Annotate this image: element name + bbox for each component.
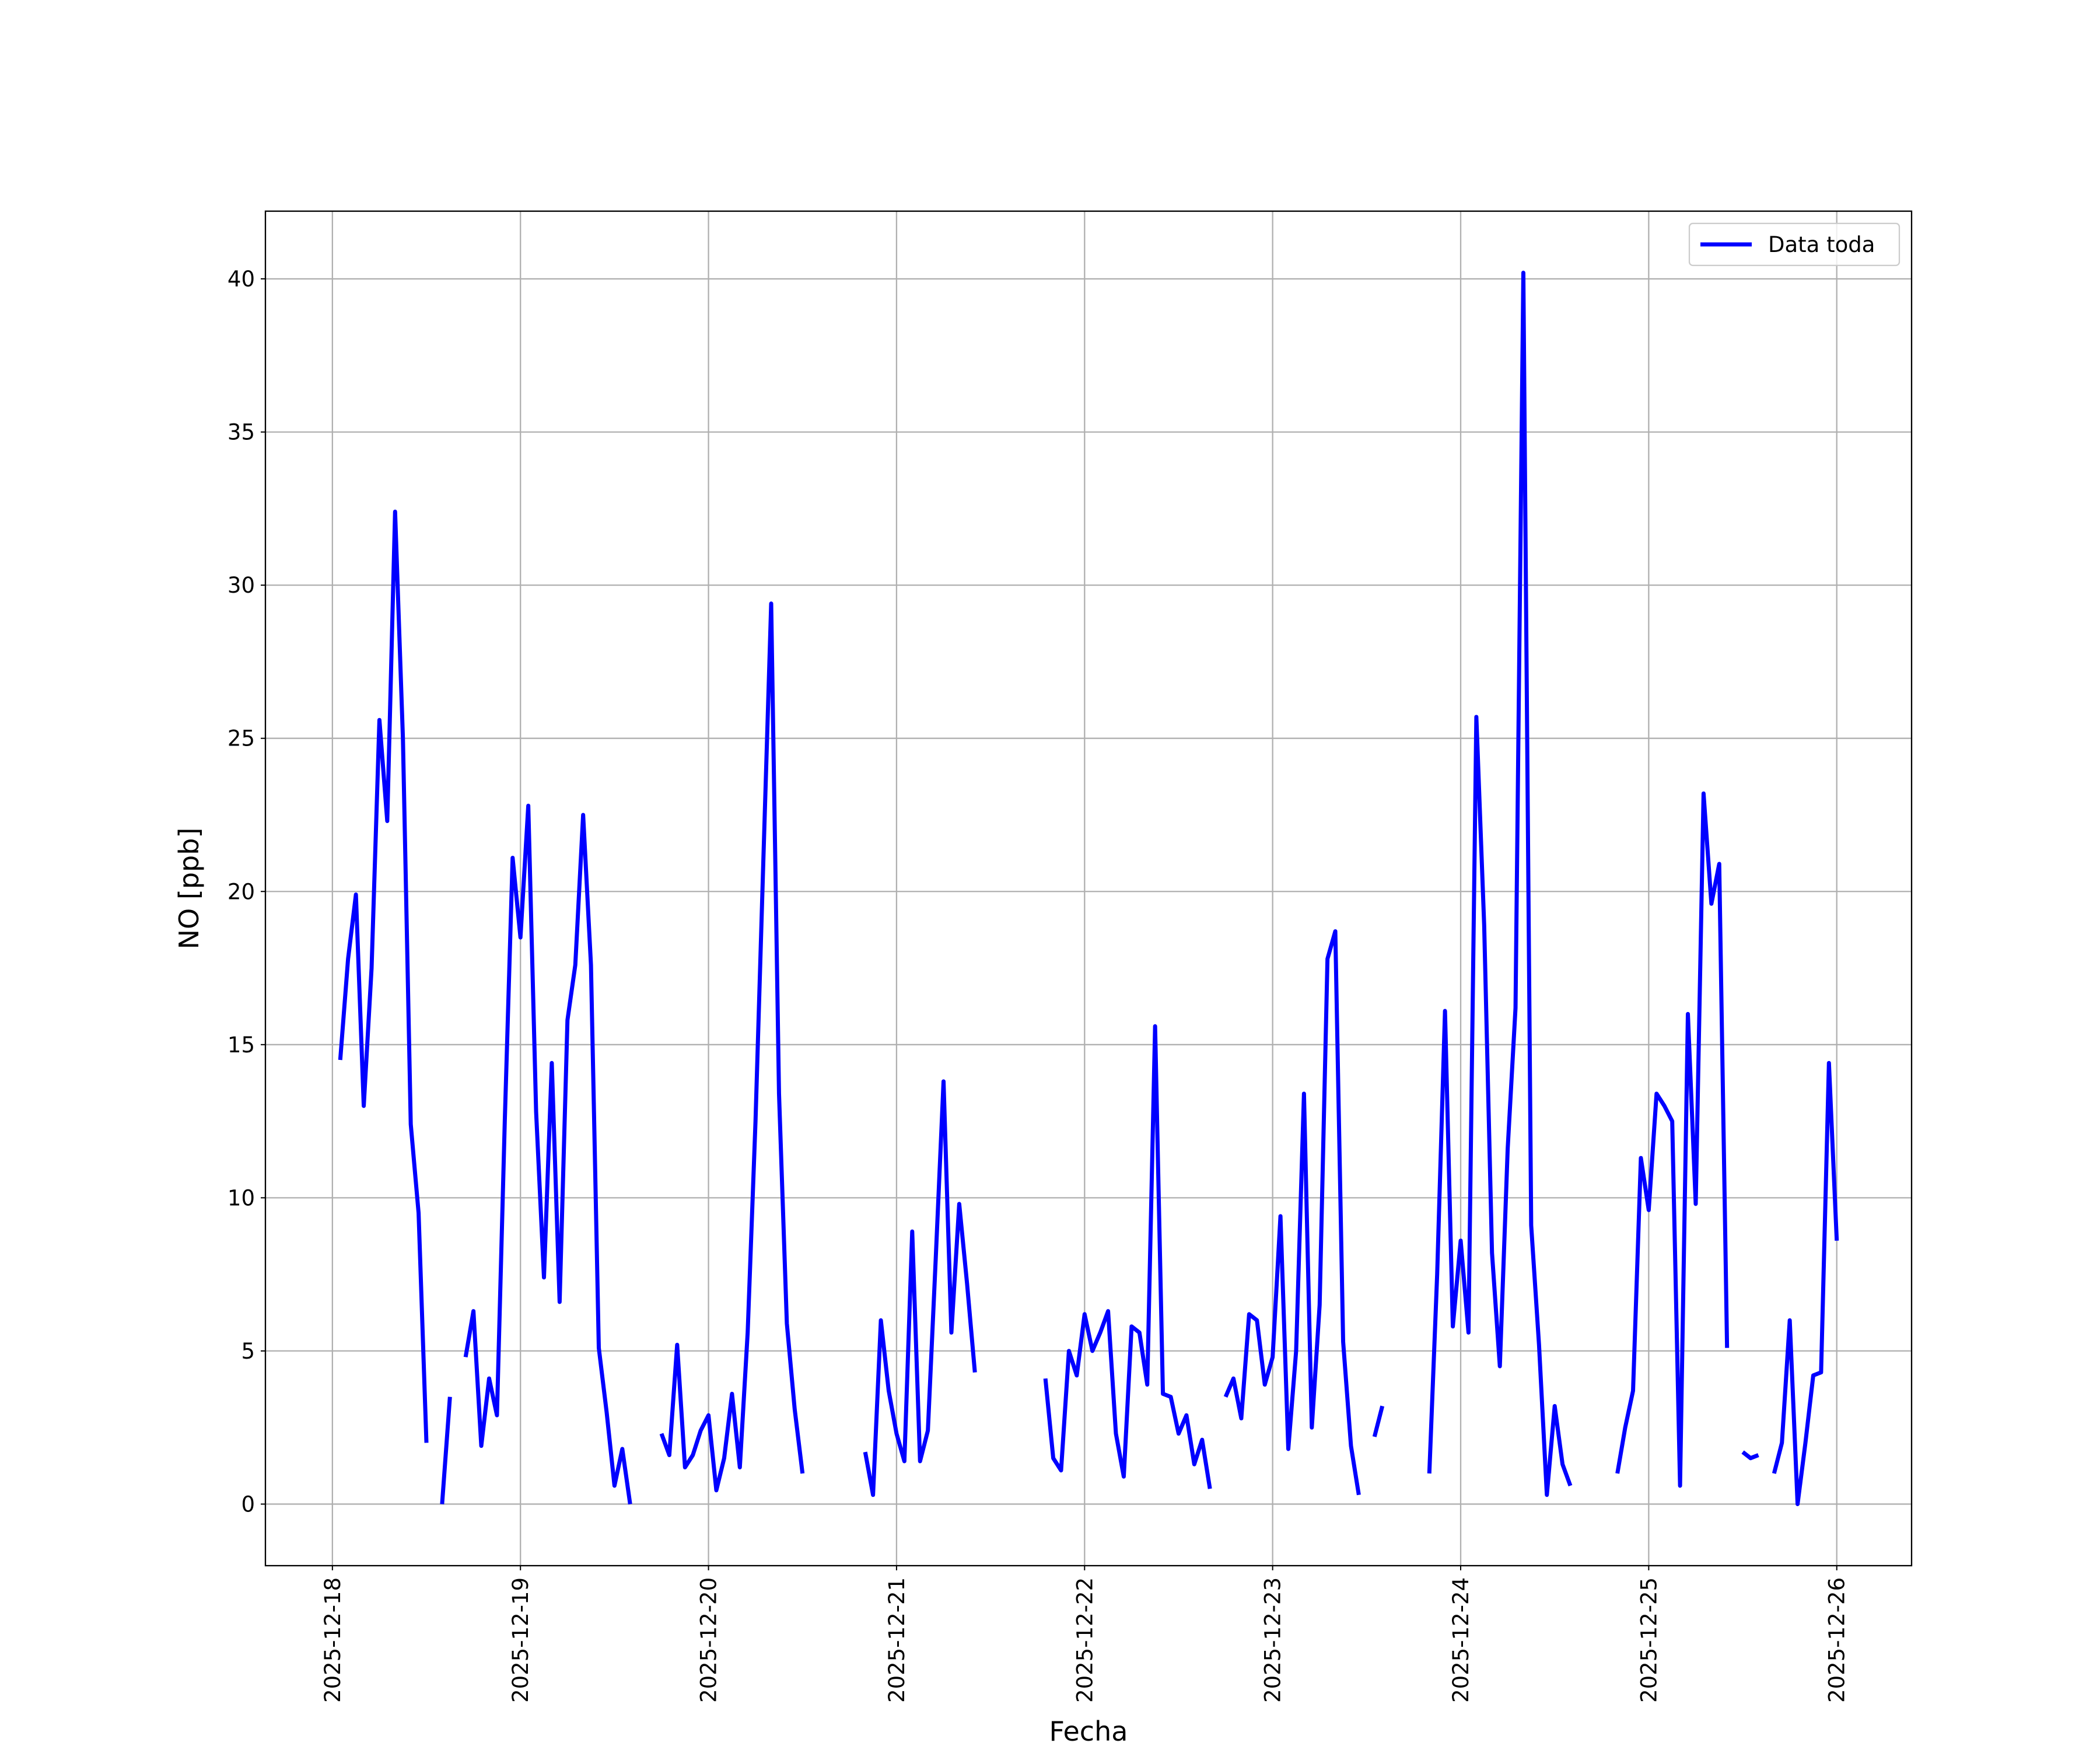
- data-line: [1043, 1024, 1212, 1489]
- x-tick-label: 2025-12-25: [1636, 1577, 1661, 1703]
- x-tick-label: 2025-12-20: [696, 1577, 722, 1703]
- y-tick-label: 35: [228, 420, 255, 445]
- y-tick-label: 0: [241, 1492, 255, 1517]
- x-axis-label: Fecha: [1049, 1716, 1128, 1747]
- x-tick-label: 2025-12-23: [1261, 1577, 1286, 1703]
- plot-frame: [264, 210, 1913, 1567]
- data-line: [1772, 1060, 1839, 1506]
- data-line: [1427, 271, 1573, 1497]
- y-tick-label: 40: [228, 267, 255, 292]
- x-tick-label: 2025-12-22: [1072, 1577, 1097, 1703]
- data-line: [1741, 1450, 1759, 1461]
- data-line: [463, 803, 632, 1504]
- data-line: [440, 1396, 452, 1504]
- data-line: [863, 1079, 977, 1497]
- data-line: [659, 601, 805, 1493]
- y-tick-label: 25: [228, 726, 255, 751]
- x-tick-label: 2025-12-26: [1825, 1577, 1850, 1703]
- x-tick-label: 2025-12-18: [320, 1577, 345, 1703]
- data-line: [338, 509, 429, 1443]
- x-tick-label: 2025-12-21: [884, 1577, 909, 1703]
- data-line: [1372, 1405, 1385, 1437]
- y-tick-label: 5: [241, 1339, 255, 1364]
- data-line: [1223, 929, 1361, 1496]
- x-tick-label: 2025-12-19: [508, 1577, 533, 1703]
- legend: Data toda: [1688, 222, 1901, 267]
- y-tick-label: 15: [228, 1032, 255, 1058]
- y-tick-label: 10: [228, 1185, 255, 1210]
- legend-box: [1688, 222, 1901, 267]
- x-tick-label: 2025-12-24: [1448, 1577, 1474, 1703]
- y-axis-label: NO [ppb]: [173, 828, 205, 950]
- y-tick-label: 20: [228, 879, 255, 904]
- data-line: [1615, 791, 1730, 1488]
- legend-label: Data toda: [1768, 232, 1875, 257]
- y-tick-label: 30: [228, 573, 255, 598]
